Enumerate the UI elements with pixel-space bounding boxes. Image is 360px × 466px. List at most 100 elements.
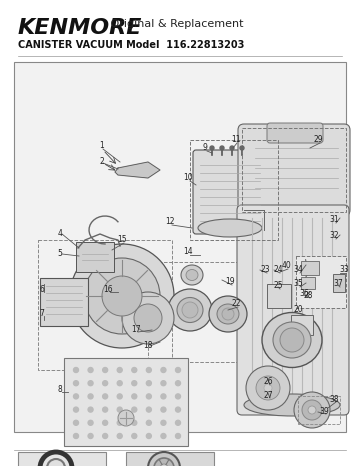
Circle shape [161, 394, 166, 399]
Circle shape [122, 292, 174, 344]
Ellipse shape [209, 296, 247, 332]
Circle shape [40, 452, 72, 466]
Circle shape [176, 407, 180, 412]
FancyBboxPatch shape [64, 358, 188, 446]
Text: 27: 27 [263, 391, 273, 400]
Circle shape [103, 407, 108, 412]
Polygon shape [115, 162, 160, 178]
Circle shape [117, 394, 122, 399]
Bar [148, 262, 288, 362]
Circle shape [176, 381, 180, 386]
Circle shape [103, 433, 108, 439]
Circle shape [88, 433, 93, 439]
Ellipse shape [181, 265, 203, 285]
Text: 31: 31 [329, 215, 339, 225]
Bar [14, 62, 346, 432]
Circle shape [88, 394, 93, 399]
Circle shape [70, 244, 174, 348]
FancyBboxPatch shape [301, 261, 319, 275]
Circle shape [88, 381, 93, 386]
Text: 20: 20 [293, 306, 303, 315]
Text: 4: 4 [58, 228, 62, 238]
Circle shape [220, 146, 224, 150]
Bar [38, 240, 172, 370]
Circle shape [246, 366, 290, 410]
Circle shape [132, 420, 137, 425]
Bar [242, 128, 346, 212]
Ellipse shape [217, 304, 239, 324]
Text: 2: 2 [100, 158, 104, 166]
Circle shape [117, 420, 122, 425]
FancyBboxPatch shape [267, 123, 323, 143]
Circle shape [147, 420, 151, 425]
Circle shape [256, 376, 280, 400]
Text: 18: 18 [143, 341, 153, 350]
Circle shape [147, 433, 151, 439]
Text: 39: 39 [319, 407, 329, 417]
Circle shape [118, 410, 134, 426]
Circle shape [73, 420, 78, 425]
Circle shape [103, 394, 108, 399]
Bar [18, 452, 106, 466]
Circle shape [222, 308, 234, 320]
Circle shape [176, 433, 180, 439]
Text: 14: 14 [183, 247, 193, 256]
Circle shape [161, 407, 166, 412]
Circle shape [176, 368, 180, 372]
Circle shape [102, 276, 142, 316]
Ellipse shape [262, 313, 322, 368]
Circle shape [88, 368, 93, 372]
Circle shape [88, 420, 93, 425]
Circle shape [84, 258, 160, 334]
Text: 11: 11 [231, 136, 241, 144]
Circle shape [147, 394, 151, 399]
Text: CANISTER VACUUM Model  116.22813203: CANISTER VACUUM Model 116.22813203 [18, 40, 244, 50]
Ellipse shape [198, 219, 262, 237]
FancyBboxPatch shape [193, 150, 267, 234]
Circle shape [148, 452, 180, 466]
Text: 16: 16 [103, 286, 113, 295]
Circle shape [230, 146, 234, 150]
Ellipse shape [177, 297, 203, 322]
Bar [298, 396, 340, 424]
Text: KENMORE: KENMORE [18, 18, 143, 38]
Circle shape [308, 406, 316, 414]
Text: 40: 40 [281, 261, 291, 270]
Ellipse shape [244, 394, 340, 416]
FancyBboxPatch shape [76, 242, 114, 272]
Circle shape [264, 384, 272, 392]
Text: 23: 23 [260, 266, 270, 274]
Circle shape [73, 433, 78, 439]
Text: 34: 34 [293, 266, 303, 274]
Circle shape [161, 433, 166, 439]
Text: 19: 19 [225, 277, 235, 287]
Text: 36: 36 [299, 289, 309, 299]
Circle shape [176, 394, 180, 399]
Circle shape [117, 368, 122, 372]
Circle shape [103, 368, 108, 372]
Circle shape [147, 407, 151, 412]
Text: 32: 32 [329, 232, 339, 240]
Circle shape [73, 368, 78, 372]
Circle shape [103, 420, 108, 425]
Circle shape [103, 381, 108, 386]
Circle shape [132, 433, 137, 439]
Text: 1: 1 [100, 142, 104, 151]
Circle shape [47, 459, 65, 466]
Text: 7: 7 [40, 309, 44, 318]
Circle shape [210, 146, 214, 150]
Text: 24: 24 [273, 266, 283, 274]
FancyBboxPatch shape [237, 205, 349, 415]
Circle shape [240, 146, 244, 150]
FancyBboxPatch shape [40, 278, 88, 326]
Text: 17: 17 [131, 325, 141, 335]
Text: 26: 26 [263, 377, 273, 386]
FancyBboxPatch shape [238, 124, 350, 216]
Text: 22: 22 [231, 300, 241, 308]
Circle shape [117, 433, 122, 439]
FancyBboxPatch shape [267, 284, 291, 308]
Circle shape [132, 407, 137, 412]
FancyBboxPatch shape [296, 256, 346, 308]
Circle shape [154, 458, 174, 466]
Text: 6: 6 [40, 286, 44, 295]
